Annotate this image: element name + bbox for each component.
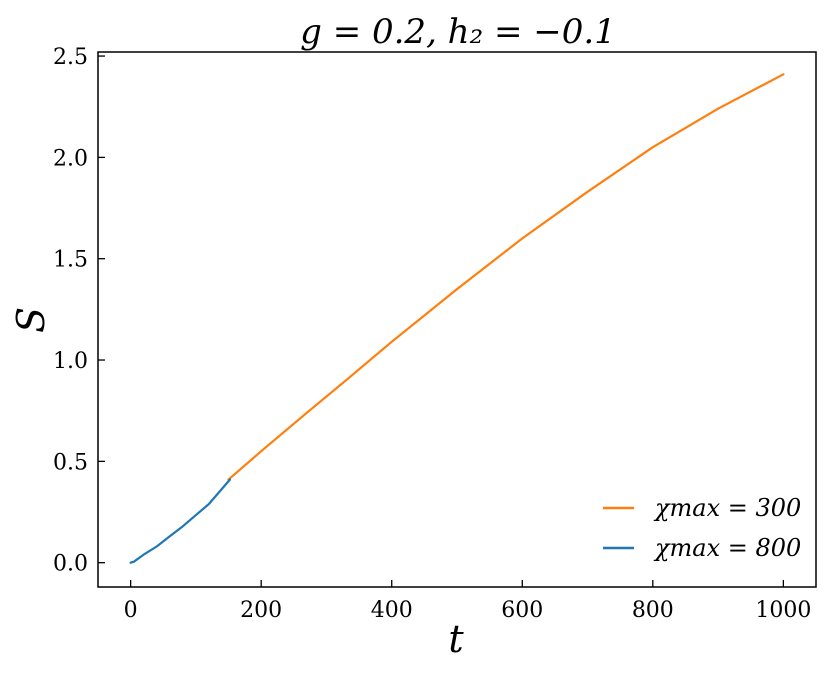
legend-label: χmax = 300 bbox=[653, 494, 801, 522]
y-tick-label: 2.0 bbox=[53, 146, 88, 171]
legend-label: χmax = 800 bbox=[653, 534, 801, 562]
series-layer bbox=[129, 73, 785, 564]
y-tick-label: 0.5 bbox=[53, 450, 88, 475]
y-axis-title: S bbox=[9, 307, 53, 333]
chart-title: g = 0.2, h₂ = −0.1 bbox=[300, 12, 616, 52]
series-line-0 bbox=[227, 73, 785, 481]
y-tick-label: 2.5 bbox=[53, 45, 88, 70]
x-tick-label: 1000 bbox=[755, 598, 811, 623]
x-tick-label: 0 bbox=[124, 598, 138, 623]
x-tick-label: 600 bbox=[501, 598, 543, 623]
y-tick-label: 1.5 bbox=[53, 248, 88, 273]
y-tick-label: 0.0 bbox=[53, 552, 88, 577]
x-axis-ticks: 0 200 400 600 800 1000 bbox=[124, 580, 811, 623]
x-tick-label: 200 bbox=[240, 598, 282, 623]
y-tick-label: 1.0 bbox=[53, 349, 88, 374]
x-tick-label: 800 bbox=[632, 598, 674, 623]
plot-frame bbox=[97, 51, 817, 588]
legend: χmax = 300 χmax = 800 bbox=[603, 494, 801, 562]
series-line-1 bbox=[129, 478, 231, 564]
x-axis-title: t bbox=[448, 617, 464, 661]
plot-area: 0 200 400 600 800 1000 0.0 0.5 1.0 1.5 2.0 2.5 bbox=[53, 45, 817, 623]
y-axis-ticks: 0.0 0.5 1.0 1.5 2.0 2.5 bbox=[53, 45, 105, 577]
x-tick-label: 400 bbox=[371, 598, 413, 623]
